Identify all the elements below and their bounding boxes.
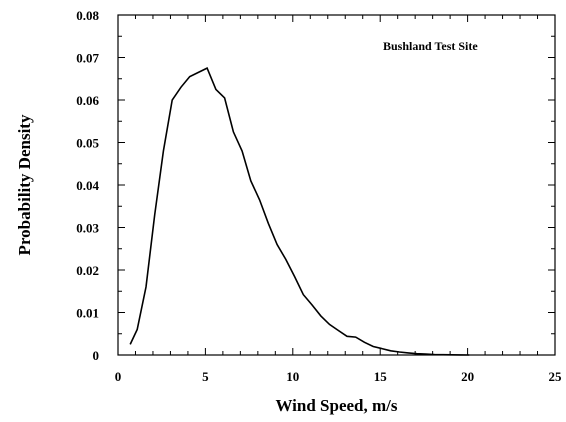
x-tick-label: 0 xyxy=(115,369,122,384)
chart-annotation: Bushland Test Site xyxy=(383,39,478,53)
y-tick-label: 0.04 xyxy=(76,178,99,193)
y-tick-label: 0.03 xyxy=(76,221,99,236)
x-tick-label: 25 xyxy=(549,369,563,384)
x-tick-label: 5 xyxy=(202,369,209,384)
plot-area-frame xyxy=(117,14,556,356)
x-tick-label: 15 xyxy=(374,369,388,384)
axis-ticks xyxy=(117,14,556,356)
series-line-probability-density xyxy=(129,67,470,356)
x-tick-label: 10 xyxy=(286,369,299,384)
x-axis-title: Wind Speed, m/s xyxy=(275,396,397,415)
y-tick-label: 0.02 xyxy=(76,263,99,278)
y-tick-label: 0.05 xyxy=(76,136,99,151)
axis-tick-labels: 0 5 10 15 20 25 0 0.01 0.02 0.03 0.04 0.05 0.06 0.07 0… xyxy=(76,8,562,384)
y-tick-label: 0.08 xyxy=(76,8,99,23)
x-tick-label: 20 xyxy=(461,369,474,384)
y-tick-label: 0.01 xyxy=(76,306,99,321)
y-axis-title: Probability Density xyxy=(15,114,34,255)
y-tick-label: 0.07 xyxy=(76,51,99,66)
y-tick-label: 0 xyxy=(93,348,100,363)
y-tick-label: 0.06 xyxy=(76,93,99,108)
